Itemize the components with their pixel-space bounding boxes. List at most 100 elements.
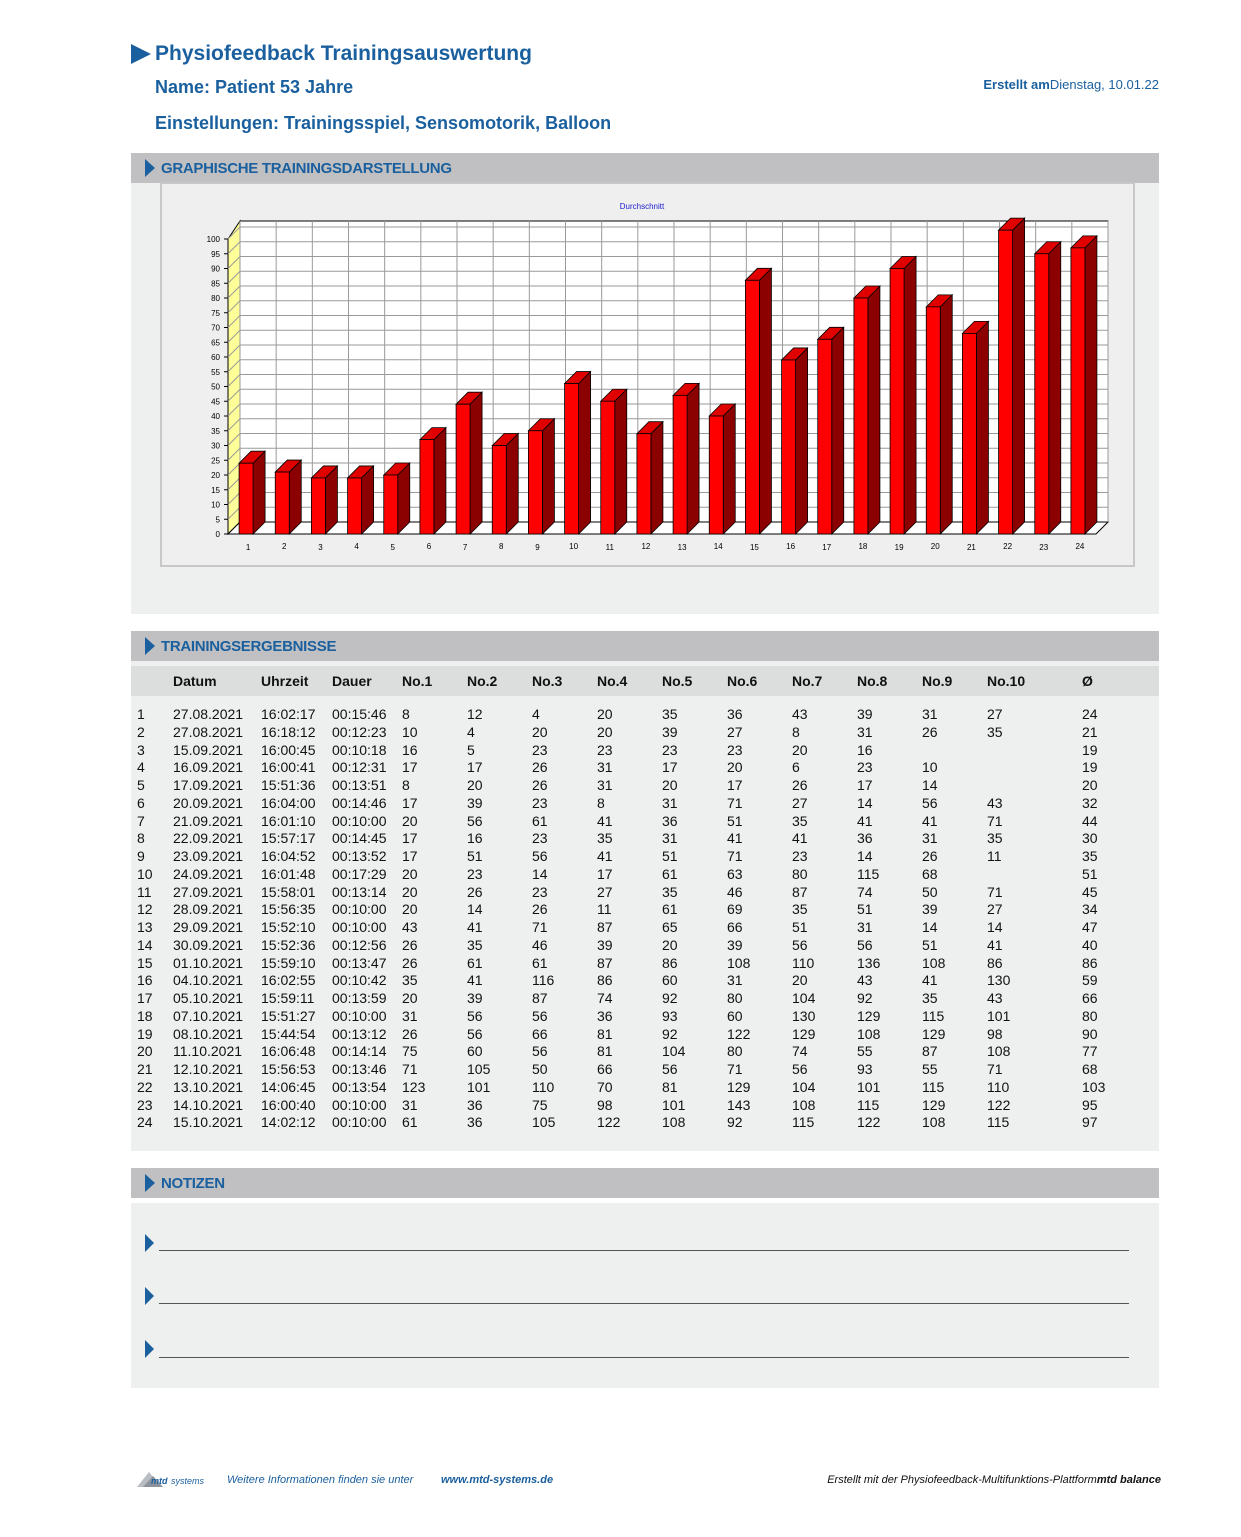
chart-x-tick-label: 2	[282, 542, 287, 551]
table-cell: 92	[727, 1114, 743, 1131]
chart-bar-side	[505, 432, 519, 535]
title-arrow-icon	[131, 44, 151, 64]
table-cell: 15.10.2021	[173, 1114, 244, 1131]
chart-y-tick-label: 40	[211, 412, 220, 421]
table-cell: 93	[662, 1007, 678, 1024]
notes-section-header: NOTIZEN	[131, 1168, 1159, 1198]
table-cell: 17	[662, 759, 678, 776]
chart-y-tick-label: 25	[211, 456, 220, 465]
table-cell: 108	[857, 1025, 881, 1042]
table-cell: 26	[402, 954, 418, 971]
table-cell: 43	[792, 706, 808, 722]
note-line[interactable]	[159, 1303, 1129, 1304]
table-cell: 15.09.2021	[173, 741, 244, 758]
table-cell: 30.09.2021	[173, 936, 244, 953]
table-cell: 115	[922, 1078, 945, 1095]
table-cell: 35	[662, 883, 678, 900]
row-index: 5	[137, 777, 145, 793]
note-line[interactable]	[159, 1357, 1129, 1358]
footer-link[interactable]: www.mtd-systems.de	[441, 1474, 554, 1486]
table-cell: 27	[727, 723, 743, 740]
chart-gridline	[227, 270, 241, 284]
row-index: 16	[137, 972, 153, 989]
table-cell: 74	[792, 1043, 808, 1060]
table-cell: 41	[922, 972, 938, 989]
table-cell: 41	[922, 812, 938, 829]
table-cell: 40	[1082, 936, 1098, 953]
table-cell: 8	[402, 777, 410, 793]
table-cell: 93	[857, 1061, 873, 1077]
chart-y-tick-label: 90	[211, 265, 220, 274]
table-cell: 39	[857, 706, 873, 722]
table-cell: 01.10.2021	[173, 954, 244, 971]
table-cell: 5	[467, 741, 475, 758]
table-cell: 39	[922, 901, 938, 918]
chart-gridline	[227, 285, 241, 299]
table-cell: 41	[857, 812, 873, 829]
table-cell: 00:14:14	[332, 1043, 387, 1060]
table-cell: 00:10:00	[332, 919, 387, 935]
table-cell: 129	[922, 1025, 946, 1042]
note-arrow-icon	[145, 1234, 154, 1252]
table-cell: 16:04:00	[261, 794, 316, 811]
table-cell: 15:59:11	[261, 990, 315, 1006]
chart-bar	[491, 445, 507, 535]
chart-y-tick-label: 5	[216, 515, 221, 524]
table-cell: 13.10.2021	[173, 1078, 244, 1095]
table-cell: 17	[727, 777, 743, 793]
table-cell: 26	[922, 848, 938, 864]
table-cell: 07.10.2021	[173, 1007, 244, 1024]
chart-x-tick-label: 8	[499, 542, 504, 551]
table-cell: 51	[922, 936, 938, 953]
table-cell: 105	[532, 1114, 556, 1131]
chart-bar	[564, 383, 579, 535]
table-cell: 31	[727, 972, 743, 989]
svg-text:systems: systems	[171, 1476, 205, 1486]
table-cell: 23	[792, 848, 808, 864]
table-cell: 59	[1082, 972, 1098, 989]
table-cell: 98	[987, 1025, 1003, 1042]
chart-gridline	[227, 418, 241, 432]
results-section-title: TRAININGSERGEBNISSE	[161, 638, 337, 655]
table-cell: 61	[662, 901, 678, 918]
note-line[interactable]	[159, 1250, 1129, 1251]
chart-gridline	[227, 403, 241, 417]
table-cell: 103	[1082, 1078, 1106, 1095]
table-cell: 129	[727, 1078, 751, 1095]
table-cell: 26	[467, 883, 483, 900]
table-cell: 101	[987, 1007, 1011, 1024]
chart-x-tick-label: 15	[750, 543, 759, 552]
chart-bar-side	[614, 388, 628, 535]
table-cell: 36	[857, 830, 873, 847]
table-cell: 00:12:23	[332, 723, 387, 740]
table-cell: 47	[1082, 919, 1098, 935]
chart-bar-side	[939, 293, 953, 535]
table-cell: 116	[532, 972, 555, 989]
chart-bar	[962, 332, 977, 535]
chart-bar	[817, 338, 833, 535]
table-cell: 00:17:29	[332, 865, 387, 882]
column-header: No.4	[597, 673, 628, 689]
table-cell: 90	[1082, 1025, 1098, 1042]
table-cell: 87	[532, 990, 548, 1006]
page-title: Physiofeedback Trainingsauswertung	[155, 42, 532, 65]
table-cell: 20	[662, 777, 678, 793]
table-cell: 104	[662, 1043, 686, 1060]
chart-bar	[889, 268, 905, 535]
table-cell: 15:56:35	[261, 901, 316, 918]
row-index: 8	[137, 830, 145, 847]
note-arrow-icon	[145, 1340, 154, 1358]
table-cell: 23	[597, 741, 613, 758]
table-cell: 92	[662, 1025, 678, 1042]
table-cell: 20	[597, 706, 613, 722]
table-cell: 14	[467, 901, 483, 918]
chart-x-tick-label: 24	[1075, 542, 1084, 551]
column-header: No.2	[467, 673, 498, 689]
table-cell: 108	[987, 1043, 1011, 1060]
column-header: No.5	[662, 673, 693, 689]
table-cell: 35	[597, 830, 613, 847]
table-cell: 115	[857, 1096, 880, 1113]
table-cell: 68	[1082, 1061, 1098, 1077]
table-cell: 36	[727, 706, 743, 722]
table-cell: 23	[532, 883, 548, 900]
